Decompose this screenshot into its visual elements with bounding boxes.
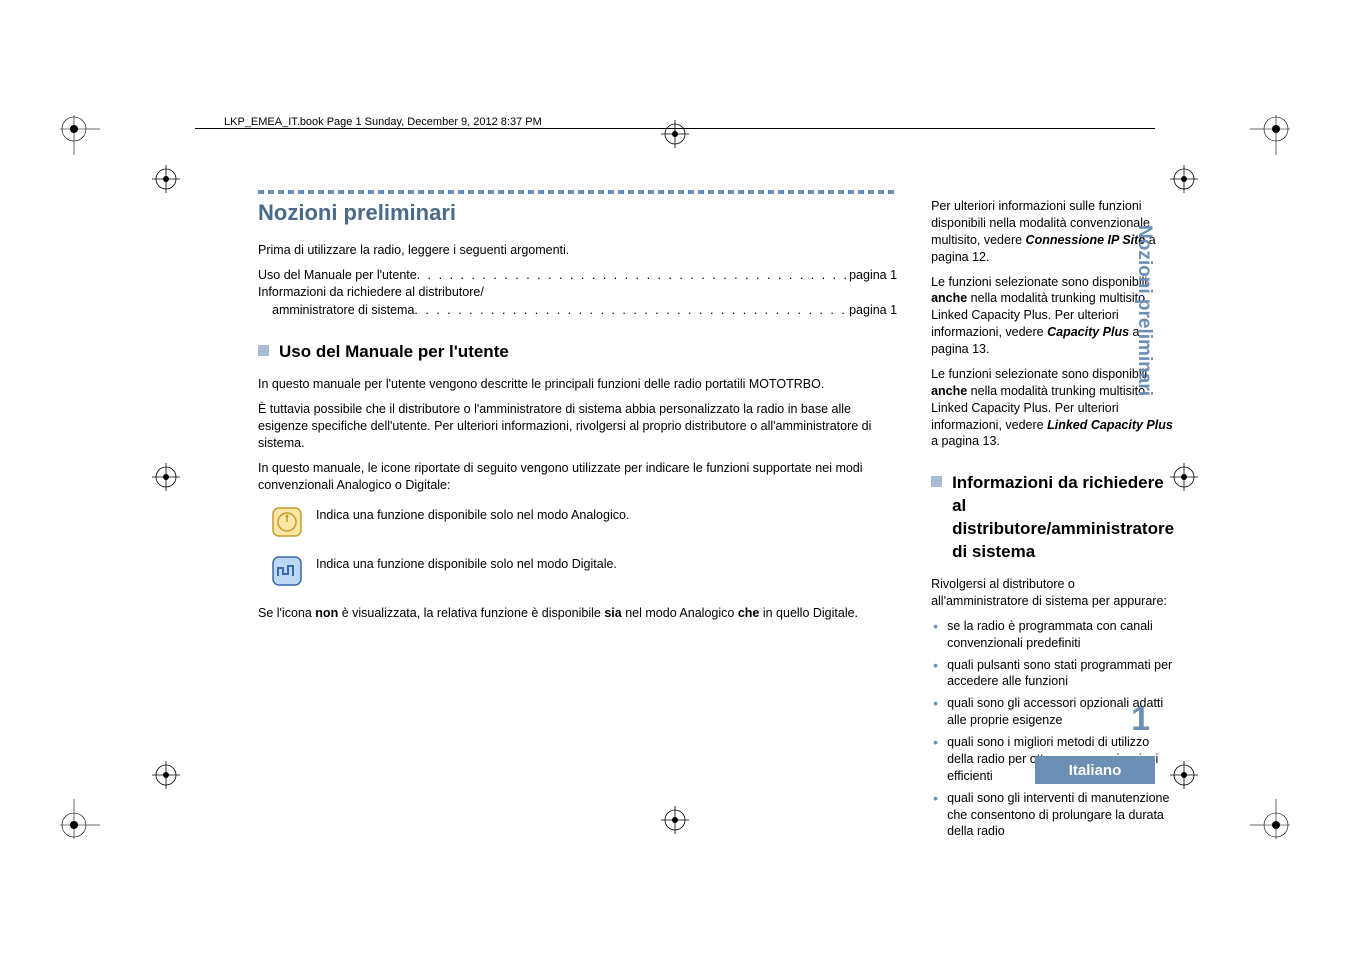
bullet-item: quali pulsanti sono stati programmati pe… (931, 657, 1174, 691)
toc-page-ref: pagina 1 (849, 267, 897, 284)
left-column: Nozioni preliminari Prima di utilizzare … (258, 190, 897, 789)
body-text: Se l'icona non è visualizzata, la relati… (258, 605, 897, 622)
section-heading-info: Informazioni da richiedere al distributo… (931, 472, 1174, 564)
body-text: In questo manuale per l'utente vengono d… (258, 376, 897, 393)
crop-mark-icon (1250, 799, 1290, 839)
crop-mark-icon (1250, 115, 1290, 155)
icon-description-analog: Indica una funzione disponibile solo nel… (258, 507, 897, 542)
section-heading-uso: Uso del Manuale per l'utente (258, 341, 897, 364)
icon-caption: Indica una funzione disponibile solo nel… (316, 556, 617, 573)
heading-text: Informazioni da richiedere al distributo… (952, 472, 1174, 564)
body-text: Rivolgersi al distributore o all'amminis… (931, 576, 1174, 610)
page-title: Nozioni preliminari (258, 198, 897, 228)
toc-leader-dots: . . . . . . . . . . . . . . . . . . . . … (414, 302, 849, 319)
toc-page-ref: pagina 1 (849, 302, 897, 319)
toc-entry: Uso del Manuale per l'utente . . . . . .… (258, 267, 897, 284)
bullet-item: quali sono gli interventi di manutenzion… (931, 790, 1174, 841)
toc-label: amministratore di sistema (272, 302, 414, 319)
crop-mark-icon (60, 115, 100, 155)
analog-mode-icon (258, 507, 302, 542)
heading-square-icon (931, 476, 942, 487)
running-head: LKP_EMEA_IT.book Page 1 Sunday, December… (220, 116, 546, 128)
toc-label: Uso del Manuale per l'utente (258, 267, 417, 284)
registration-mark-icon (1170, 165, 1198, 193)
toc-entry: amministratore di sistema . . . . . . . … (258, 302, 897, 319)
body-text: In questo manuale, le icone riportate di… (258, 460, 897, 494)
heading-text: Uso del Manuale per l'utente (279, 341, 509, 364)
dashed-separator (258, 190, 897, 194)
registration-mark-icon (661, 120, 689, 148)
registration-mark-icon (152, 165, 180, 193)
registration-mark-icon (152, 761, 180, 789)
icon-description-digital: Indica una funzione disponibile solo nel… (258, 556, 897, 591)
crop-mark-icon (60, 799, 100, 839)
icon-caption: Indica una funzione disponibile solo nel… (316, 507, 629, 524)
toc-entry: Informazioni da richiedere al distributo… (258, 284, 897, 301)
registration-mark-icon (152, 463, 180, 491)
side-tab-title: Nozioni preliminari (1131, 225, 1155, 396)
bullet-item: se la radio è programmata con canali con… (931, 618, 1174, 652)
body-text: È tuttavia possibile che il distributore… (258, 401, 897, 452)
digital-mode-icon (258, 556, 302, 591)
registration-mark-icon (661, 806, 689, 834)
right-column: Per ulteriori informazioni sulle funzion… (931, 190, 1204, 789)
toc-leader-dots: . . . . . . . . . . . . . . . . . . . . … (417, 267, 849, 284)
intro-text: Prima di utilizzare la radio, leggere i … (258, 242, 897, 259)
page-content: Nozioni preliminari Prima di utilizzare … (258, 190, 1092, 789)
toc-label: Informazioni da richiedere al distributo… (258, 284, 484, 301)
heading-square-icon (258, 345, 269, 356)
header-rule (195, 128, 1155, 129)
language-tab: Italiano (1035, 756, 1155, 784)
page-number: 1 (1131, 700, 1150, 739)
toc: Uso del Manuale per l'utente . . . . . .… (258, 267, 897, 320)
